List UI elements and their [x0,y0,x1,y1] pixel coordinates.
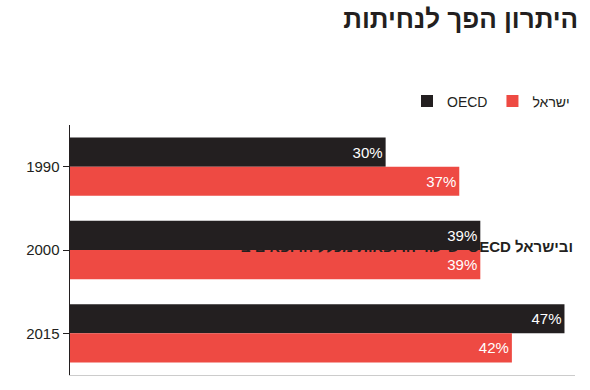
svg-text:2015: 2015 [26,325,59,342]
svg-text:30%: 30% [353,144,383,161]
svg-text:39%: 39% [447,256,477,273]
svg-text:37%: 37% [426,173,456,190]
svg-text:היתרון הפך לנחיתות: היתרון הפך לנחיתות [343,4,578,34]
svg-text:39%: 39% [447,227,477,244]
svg-text:OECD: OECD [447,94,487,110]
svg-text:ישראל: ישראל [532,94,569,110]
svg-text:42%: 42% [479,339,509,356]
svg-text:2000: 2000 [26,241,59,258]
svg-text:1990: 1990 [26,158,59,175]
svg-text:47%: 47% [531,310,561,327]
svg-text:שיעור הרופאות מכלל הרופאים ב–O: שיעור הרופאות מכלל הרופאים ב–OECD ובישרא… [241,238,573,255]
